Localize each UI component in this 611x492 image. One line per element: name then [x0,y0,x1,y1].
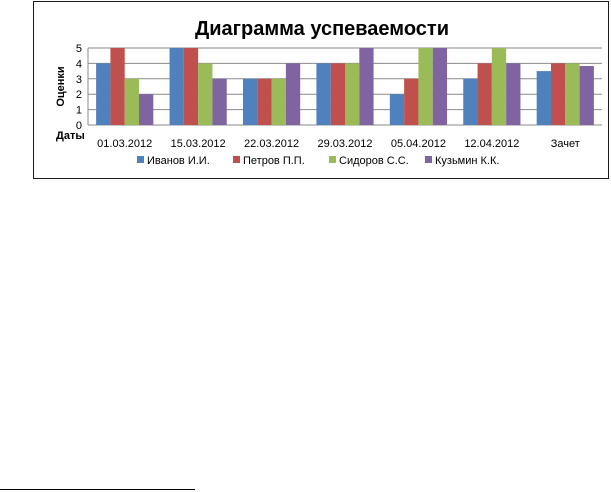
y-tick-label-1: 1 [76,105,82,117]
legend-swatch-1 [233,156,240,163]
chart-frame: Диаграмма успеваемости 0 1 2 3 4 5 Оценки Даты 01… [33,1,609,179]
legend-swatch-2 [329,156,336,163]
legend-swatch-0 [137,156,144,163]
bar-3-3 [359,48,374,125]
bar-0-3 [139,94,154,125]
bar-3-0 [316,63,331,125]
bar-4-1 [404,78,419,125]
bar-1-0 [169,48,184,125]
legend-label-0: Иванов И.И. [147,155,210,167]
bar-4-0 [389,94,405,125]
y-tick-label-2: 2 [76,89,82,101]
legend-swatch-3 [425,156,432,163]
x-tick-label-0: 01.03.2012 [97,138,152,150]
y-axis-label: Оценки [55,66,67,106]
y-tick-label-3: 3 [76,74,82,86]
bar-1-1 [183,48,199,125]
bar-4-3 [432,48,448,125]
bar-6-2 [565,63,580,125]
x-tick-label-6: Зачет [551,138,580,150]
y-tick-label-5: 5 [76,43,82,55]
x-tick-label-3: 29.03.2012 [317,138,372,150]
bar-0-2 [124,78,140,125]
footnote-rule [0,489,195,490]
bar-1-2 [198,63,213,125]
bar-5-0 [463,78,478,125]
bar-5-1 [477,63,492,125]
bar-2-0 [242,78,258,125]
chart-title: Диаграмма успеваемости [195,18,449,40]
performance-chart: Диаграмма успеваемости 0 1 2 3 4 5 Оценки Даты 01… [55,18,602,167]
bar-6-3 [579,66,594,125]
x-tick-label-1: 15.03.2012 [171,138,226,150]
bar-2-1 [257,78,272,125]
bar-2-2 [271,78,286,125]
x-tick-label-2: 22.03.2012 [244,138,299,150]
bar-3-2 [345,63,360,125]
bar-3-1 [330,63,345,125]
bar-6-0 [536,71,551,125]
x-axis-label: Даты [56,130,85,142]
x-tick-label-5: 12.04.2012 [464,138,519,150]
legend-label-3: Кузьмин К.К. [435,155,499,167]
bar-5-3 [506,63,521,125]
bar-0-0 [96,63,111,125]
bar-6-1 [550,63,566,125]
legend-label-2: Сидоров С.С. [339,155,409,167]
y-tick-label-0: 0 [76,120,82,132]
bar-1-3 [212,78,227,125]
x-tick-label-4: 05.04.2012 [391,138,446,150]
legend-label-1: Петров П.П. [243,155,305,167]
bar-5-2 [491,48,507,125]
bar-4-2 [418,48,433,125]
bar-0-1 [110,48,125,125]
y-tick-label-4: 4 [76,58,82,70]
bar-2-3 [285,63,301,125]
